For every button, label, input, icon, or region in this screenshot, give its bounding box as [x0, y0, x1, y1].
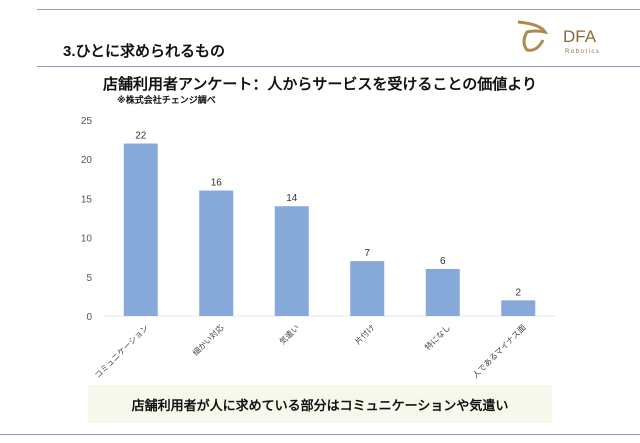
- svg-text:DFA: DFA: [563, 27, 597, 46]
- y-tick-label: 5: [86, 273, 92, 284]
- chart-subtitle: ※株式会社チェンジ調べ: [117, 95, 216, 105]
- x-tick-label: 特になし: [422, 322, 452, 352]
- x-tick-label: 細かい対応: [190, 322, 225, 357]
- x-tick-label: 人であるマイナス面: [471, 323, 528, 380]
- bar: [350, 261, 385, 316]
- y-tick-label: 10: [81, 234, 93, 245]
- bar-chart: 0 5 10 15 20 25 22 コミュニケーション 16 細かい対応 14 気遣い 7 片付け 6 特に…: [81, 116, 556, 380]
- data-label: 16: [211, 178, 223, 189]
- svg-text:Robotics: Robotics: [565, 49, 600, 55]
- section-title: 3.ひとに求められるもの: [63, 43, 226, 60]
- data-label: 14: [286, 193, 298, 204]
- bottom-rule: [0, 434, 640, 435]
- x-tick-label: コミュニケーション: [93, 323, 150, 380]
- x-tick-label: 片付け: [353, 322, 377, 346]
- bar: [199, 190, 234, 316]
- y-tick-label: 25: [81, 116, 93, 127]
- data-label: 2: [515, 287, 521, 298]
- x-tick-label: 気遣い: [277, 322, 301, 346]
- bar: [274, 206, 309, 316]
- chart-title: 店舗利用者アンケート：人からサービスを受けることの価値より: [103, 76, 537, 93]
- dfa-logo: DFA Robotics: [515, 18, 625, 58]
- bar: [425, 268, 460, 316]
- bar: [501, 300, 536, 316]
- logo-mark-icon: DFA Robotics: [517, 20, 600, 55]
- data-label: 7: [364, 248, 370, 259]
- bar: [123, 143, 158, 316]
- top-rule: [37, 9, 640, 10]
- y-tick-label: 20: [81, 155, 93, 166]
- conclusion-callout: 店舗利用者が人に求めている部分はコミュニケーションや気遣い: [88, 385, 552, 423]
- data-label: 6: [440, 256, 446, 267]
- y-tick-label: 15: [81, 194, 93, 205]
- y-tick-label: 0: [86, 312, 92, 323]
- data-label: 22: [135, 131, 147, 142]
- header-rule: [37, 66, 640, 67]
